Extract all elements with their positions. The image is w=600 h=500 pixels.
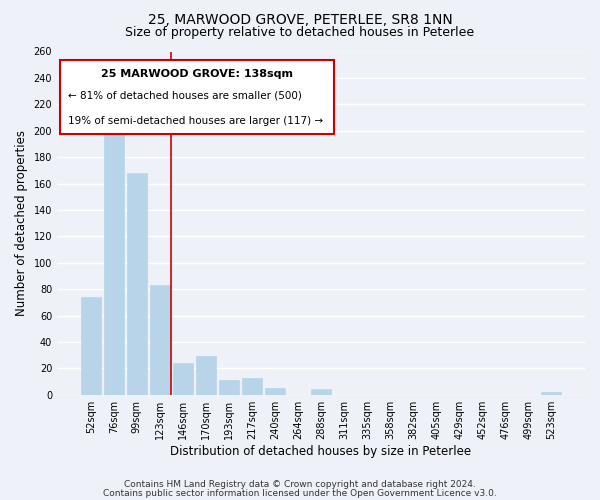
Bar (265, 388, 285, 394)
Text: 25, MARWOOD GROVE, PETERLEE, SR8 1NN: 25, MARWOOD GROVE, PETERLEE, SR8 1NN (148, 12, 452, 26)
Bar (196, 356, 216, 395)
Bar (173, 363, 193, 394)
Bar (311, 390, 331, 394)
Bar (242, 378, 262, 394)
Text: 19% of semi-detached houses are larger (117) →: 19% of semi-detached houses are larger (… (68, 116, 323, 126)
Text: Size of property relative to detached houses in Peterlee: Size of property relative to detached ho… (125, 26, 475, 39)
Text: ← 81% of detached houses are smaller (500): ← 81% of detached houses are smaller (50… (68, 90, 301, 101)
Bar (219, 380, 239, 394)
Bar (127, 173, 146, 394)
Text: Contains public sector information licensed under the Open Government Licence v3: Contains public sector information licen… (103, 488, 497, 498)
Y-axis label: Number of detached properties: Number of detached properties (15, 130, 28, 316)
Bar (81, 297, 101, 394)
Text: 25 MARWOOD GROVE: 138sqm: 25 MARWOOD GROVE: 138sqm (101, 68, 293, 78)
Bar (150, 285, 170, 395)
FancyBboxPatch shape (59, 60, 334, 134)
Text: Contains HM Land Registry data © Crown copyright and database right 2024.: Contains HM Land Registry data © Crown c… (124, 480, 476, 489)
Bar (104, 124, 124, 394)
X-axis label: Distribution of detached houses by size in Peterlee: Distribution of detached houses by size … (170, 444, 472, 458)
Bar (541, 392, 561, 394)
